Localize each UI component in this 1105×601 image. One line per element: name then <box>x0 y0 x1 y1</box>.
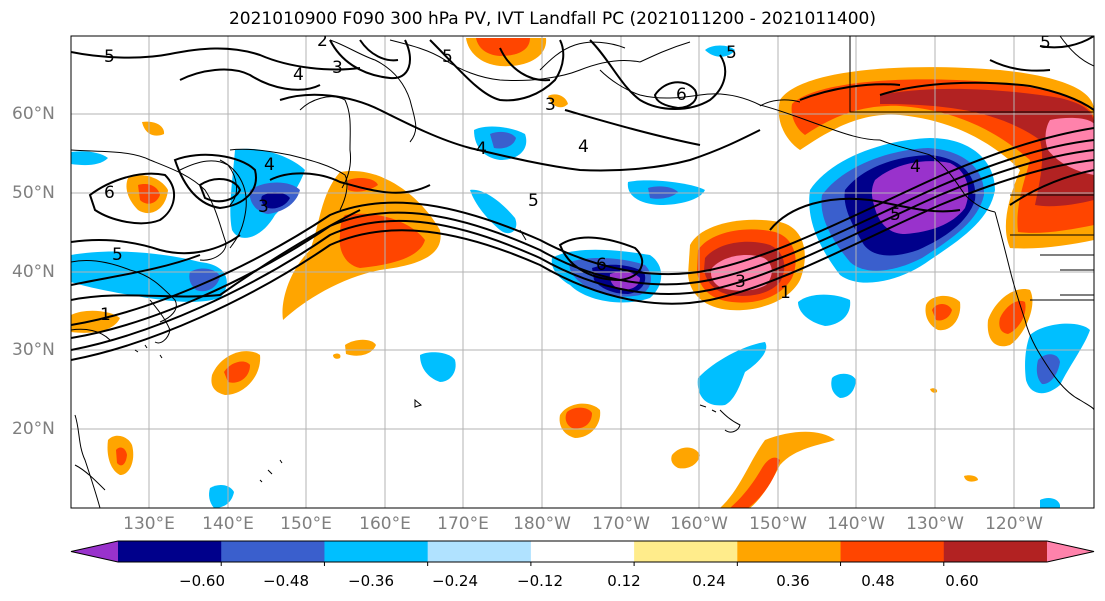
map-frame <box>70 35 1095 509</box>
lon-label: 170°E <box>437 514 489 534</box>
colorbar-swatch <box>737 541 842 562</box>
contour-label: 4 <box>476 139 487 159</box>
graticule <box>71 36 1094 508</box>
contour-label: 5 <box>890 205 901 225</box>
pv-contours <box>71 36 1094 361</box>
colorbar-extend-min <box>71 541 118 562</box>
contour-label: 4 <box>910 157 921 177</box>
contour-label: 4 <box>578 137 589 157</box>
colorbar-tick-label: −0.12 <box>517 572 563 590</box>
contour-label: 3 <box>332 58 343 78</box>
colorbar-swatch <box>427 541 532 562</box>
contour-label: 4 <box>264 155 275 175</box>
lon-label: 180°W <box>513 514 571 534</box>
lon-label: 120°W <box>985 514 1043 534</box>
colorbar-tick-label: 0.48 <box>861 572 895 590</box>
lon-label: 150°W <box>749 514 807 534</box>
lon-label: 140°W <box>827 514 885 534</box>
contour-label: 3 <box>258 197 269 217</box>
map-panel: 5 2 3 4 5 3 4 6 5 5 3 4 6 4 5 1 4 5 6 3 … <box>71 31 1094 508</box>
colorbar-swatch <box>118 541 222 562</box>
colorbar-tick-label: −0.24 <box>432 572 478 590</box>
lat-label: 40°N <box>12 262 55 282</box>
contour-label: 1 <box>780 283 791 303</box>
lon-label: 160°E <box>359 514 411 534</box>
colorbar-swatch <box>943 541 1048 562</box>
colorbar-tick-label: −0.48 <box>263 572 309 590</box>
contour-label: 5 <box>112 245 123 265</box>
colorbar-swatch <box>840 541 945 562</box>
contour-labels: 5 2 3 4 5 3 4 6 5 5 3 4 6 4 5 1 4 5 6 3 … <box>100 31 1051 325</box>
contour-label: 5 <box>104 47 115 67</box>
colorbar-extend-max <box>1047 541 1094 562</box>
lon-label: 160°W <box>670 514 728 534</box>
colorbar-tick-label: −0.60 <box>179 572 225 590</box>
colorbar-tick-label: 0.12 <box>607 572 641 590</box>
colorbar-tick-label: 0.60 <box>945 572 979 590</box>
colorbar-swatch <box>221 541 325 562</box>
contour-label: 5 <box>726 43 737 63</box>
contour-label: 5 <box>442 47 453 67</box>
colorbar-tick-label: 0.24 <box>692 572 726 590</box>
contour-label: 3 <box>545 95 556 115</box>
colorbar-outline <box>70 540 1095 563</box>
contour-label: 2 <box>317 31 328 51</box>
lon-label: 150°E <box>280 514 332 534</box>
colorbar-swatch <box>324 541 429 562</box>
lat-label: 30°N <box>12 340 55 360</box>
lon-label: 140°E <box>202 514 254 534</box>
contour-label: 1 <box>100 305 111 325</box>
colorbar-tick-label: −0.36 <box>348 572 394 590</box>
colorbar-tick-label: 0.36 <box>776 572 810 590</box>
contour-label: 4 <box>293 65 304 85</box>
lon-label: 130°W <box>906 514 964 534</box>
lat-label: 20°N <box>12 419 55 439</box>
lat-label: 50°N <box>12 183 55 203</box>
contour-label: 5 <box>528 191 539 211</box>
colorbar-swatch <box>634 541 738 562</box>
contour-label: 6 <box>104 183 115 203</box>
lon-label: 130°E <box>123 514 175 534</box>
lat-label: 60°N <box>12 104 55 124</box>
contour-label: 5 <box>1040 33 1051 53</box>
colorbar <box>70 540 1095 566</box>
lon-label: 170°W <box>592 514 650 534</box>
colorbar-swatch <box>530 541 635 562</box>
contour-label: 6 <box>676 85 687 105</box>
contour-label: 3 <box>735 272 746 292</box>
map-title: 2021010900 F090 300 hPa PV, IVT Landfall… <box>228 9 876 29</box>
contour-label: 6 <box>596 255 607 275</box>
